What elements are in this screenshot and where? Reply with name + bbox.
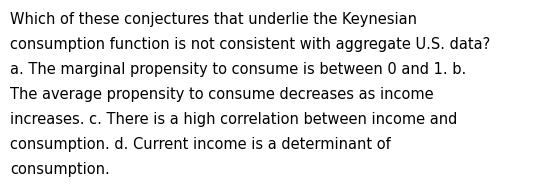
- Text: a. The marginal propensity to consume is between 0 and 1. b.: a. The marginal propensity to consume is…: [10, 62, 466, 77]
- Text: Which of these conjectures that underlie the Keynesian: Which of these conjectures that underlie…: [10, 12, 417, 27]
- Text: consumption function is not consistent with aggregate U.S. data?: consumption function is not consistent w…: [10, 37, 490, 52]
- Text: consumption. d. Current income is a determinant of: consumption. d. Current income is a dete…: [10, 137, 391, 152]
- Text: increases. c. There is a high correlation between income and: increases. c. There is a high correlatio…: [10, 112, 458, 127]
- Text: The average propensity to consume decreases as income: The average propensity to consume decrea…: [10, 87, 434, 102]
- Text: consumption.: consumption.: [10, 162, 110, 177]
